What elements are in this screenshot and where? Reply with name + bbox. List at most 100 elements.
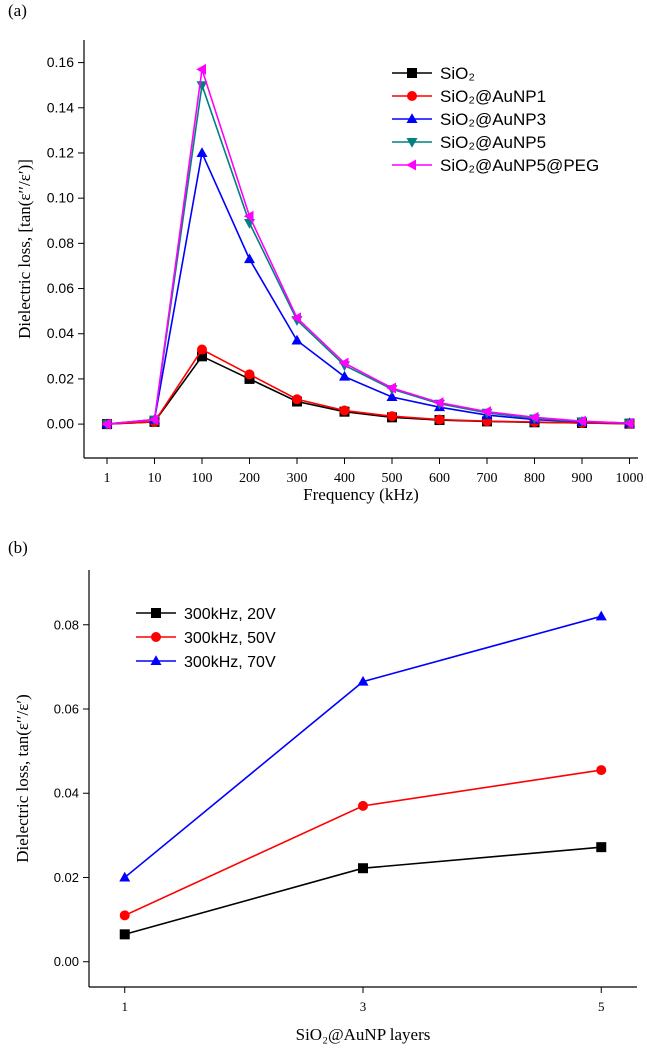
y-tick-label: 0.04 bbox=[47, 325, 74, 341]
x-tick-label: 500 bbox=[382, 471, 403, 486]
data-point bbox=[291, 334, 303, 345]
x-tick-label: 800 bbox=[524, 471, 545, 486]
legend-marker bbox=[151, 632, 161, 642]
x-tick-label: 700 bbox=[477, 471, 498, 486]
data-point bbox=[386, 391, 398, 401]
y-tick-label: 0.04 bbox=[54, 786, 79, 801]
chart-panel-2: (b) 0.00 0.02 0.04 0.06 0.08 1 3 5 SiO₂@AuNP laye… bbox=[8, 538, 637, 1044]
series-line bbox=[106, 69, 630, 425]
series-2 bbox=[119, 765, 607, 921]
x-tick-label: 100 bbox=[192, 471, 213, 486]
x-tick-label: 10 bbox=[148, 471, 162, 486]
data-point bbox=[339, 370, 350, 381]
legend-label: SiO₂@AuNP1 bbox=[440, 87, 546, 106]
legend-marker bbox=[406, 159, 416, 171]
y-tick-label: 0.12 bbox=[47, 144, 74, 160]
data-point bbox=[119, 871, 131, 882]
legend-marker bbox=[407, 68, 417, 78]
legend-marker bbox=[407, 91, 417, 101]
legend-label: 300kHz, 70V bbox=[184, 654, 276, 671]
legend-label: SiO₂@AuNP5@PEG bbox=[440, 156, 599, 175]
data-point bbox=[119, 910, 130, 921]
series-1 bbox=[119, 842, 607, 940]
data-point bbox=[357, 675, 369, 686]
data-point bbox=[434, 414, 445, 425]
data-point bbox=[528, 411, 539, 423]
data-point bbox=[596, 842, 607, 853]
data-point bbox=[358, 800, 368, 811]
y-tick-label: 0.06 bbox=[47, 280, 74, 296]
data-point bbox=[243, 210, 254, 222]
series-3 bbox=[101, 147, 635, 429]
y-tick-label: 0.00 bbox=[47, 416, 74, 432]
x-tick-label: 3 bbox=[360, 999, 367, 1014]
data-point bbox=[338, 357, 349, 369]
series-3 bbox=[119, 610, 607, 882]
series-line bbox=[106, 84, 630, 425]
y-axis-title: Dielectric loss, [tan(ε′′/ε′)] bbox=[15, 159, 34, 339]
legend-label: SiO₂@AuNP5 bbox=[440, 133, 546, 152]
legend-label: 300kHz, 20V bbox=[184, 606, 276, 623]
data-point bbox=[481, 406, 491, 418]
data-point bbox=[386, 382, 396, 394]
y-tick-label: 0.08 bbox=[54, 617, 79, 632]
data-point bbox=[433, 397, 444, 409]
x-tick-label: 900 bbox=[572, 471, 593, 486]
x-tick-label: 1 bbox=[121, 999, 128, 1014]
series-line bbox=[124, 846, 602, 936]
legend-marker bbox=[150, 655, 162, 665]
x-tick-label: 200 bbox=[239, 471, 260, 486]
data-point bbox=[101, 418, 111, 430]
data-point bbox=[623, 417, 634, 429]
y-tick-label: 0.06 bbox=[54, 702, 79, 717]
x-axis-title: Frequency (kHz) bbox=[303, 485, 419, 504]
data-point bbox=[196, 81, 208, 91]
x-axis-title: SiO₂@AuNP layers bbox=[296, 1025, 431, 1044]
x-tick-label: 1000 bbox=[616, 471, 644, 486]
data-point bbox=[595, 610, 607, 621]
y-tick-label: 0.10 bbox=[47, 190, 74, 206]
data-point bbox=[339, 405, 350, 416]
data-point bbox=[119, 929, 130, 940]
series-line bbox=[106, 150, 630, 425]
data-point bbox=[596, 765, 607, 776]
legend-marker bbox=[151, 608, 161, 618]
x-tick-label: 1 bbox=[104, 471, 111, 486]
legend: SiO₂ SiO₂@AuNP1 SiO₂@AuNP3 SiO₂@AuNP5 SiO₂@A… bbox=[392, 64, 599, 175]
data-point bbox=[196, 63, 206, 75]
x-tick-label: 600 bbox=[429, 471, 450, 486]
x-tick-label: 5 bbox=[598, 999, 605, 1014]
series-4 bbox=[101, 81, 635, 430]
legend-label: SiO₂ bbox=[440, 64, 475, 83]
series-5 bbox=[101, 63, 634, 430]
series-line bbox=[124, 769, 602, 917]
y-tick-label: 0.00 bbox=[54, 954, 79, 969]
legend-label: SiO₂@AuNP3 bbox=[440, 110, 546, 129]
y-tick-label: 0.02 bbox=[47, 370, 74, 386]
data-point bbox=[197, 344, 207, 355]
legend-label: 300kHz, 50V bbox=[184, 630, 276, 647]
data-point bbox=[291, 312, 301, 324]
legend: 300kHz, 20V 300kHz, 50V 300kHz, 70V bbox=[136, 606, 276, 671]
data-point bbox=[576, 415, 586, 427]
data-point bbox=[148, 414, 159, 426]
legend-marker bbox=[406, 138, 418, 148]
legend-marker bbox=[406, 113, 418, 123]
data-point bbox=[196, 147, 208, 157]
panel-label: (a) bbox=[8, 1, 27, 20]
data-point bbox=[244, 369, 255, 380]
series-1 bbox=[102, 351, 635, 430]
panel-label: (b) bbox=[8, 538, 28, 557]
y-tick-label: 0.16 bbox=[47, 54, 74, 70]
data-point bbox=[292, 394, 302, 405]
y-tick-label: 0.14 bbox=[47, 99, 74, 115]
y-tick-label: 0.02 bbox=[54, 870, 79, 885]
x-tick-label: 300 bbox=[287, 471, 308, 486]
y-axis-title: Dielectric loss, tan(ε′′/ε′) bbox=[13, 694, 32, 862]
x-tick-label: 400 bbox=[334, 471, 355, 486]
data-point bbox=[244, 253, 255, 264]
series-line bbox=[106, 348, 630, 425]
chart-panel-1: (a) 0.00 0.02 0.04 0.06 0.08 0.10 0.12 0.14 0.16 1… bbox=[8, 1, 644, 504]
data-point bbox=[197, 351, 207, 362]
